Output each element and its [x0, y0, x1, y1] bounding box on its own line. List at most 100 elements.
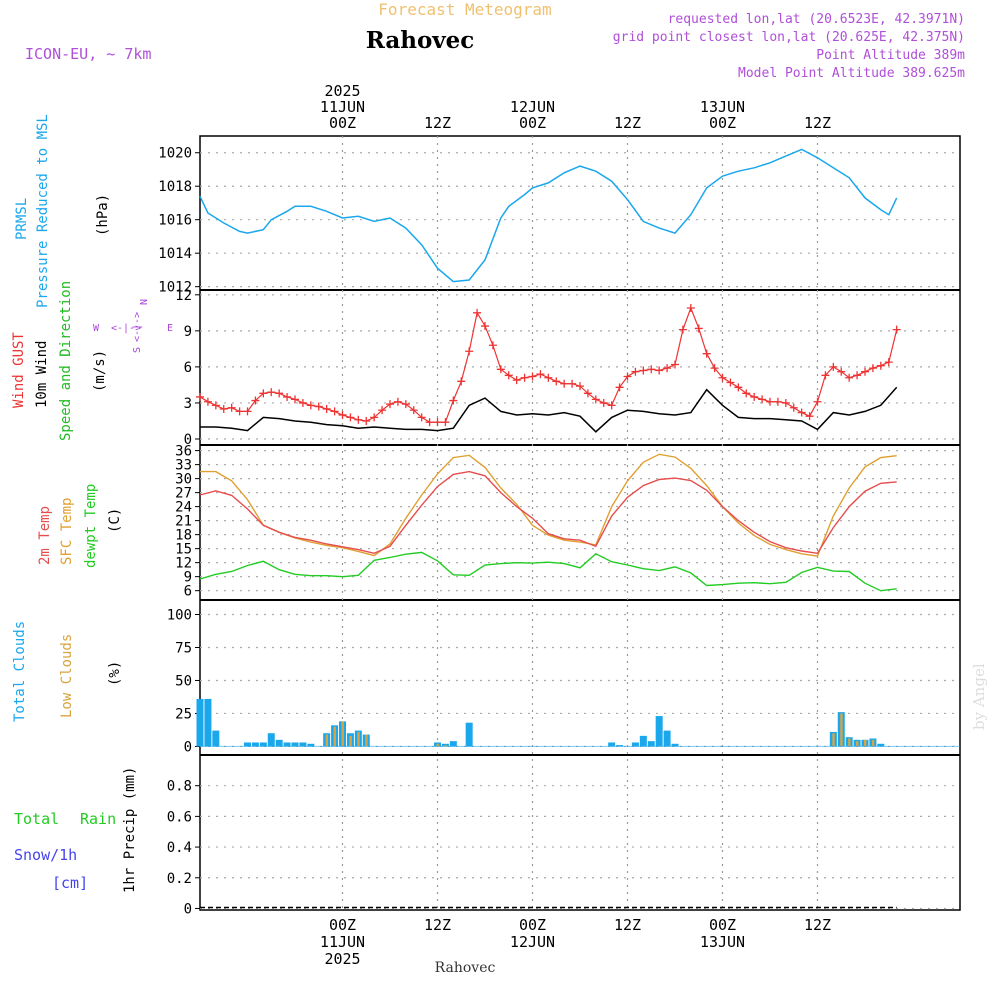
requested-lonlat: requested lon,lat (20.6523E, 42.3971N): [668, 12, 965, 27]
gust-point: [227, 403, 236, 412]
time-label-bottom: 00Z: [709, 916, 736, 934]
snow-legend: Snow/1h: [14, 846, 77, 864]
gust-point: [805, 412, 814, 421]
gust-point: [235, 407, 244, 416]
gust-point: [583, 389, 592, 398]
gust-point: [275, 389, 284, 398]
low-cloud-bar: [871, 739, 875, 747]
gust-point: [742, 389, 751, 398]
time-label-bottom: 12Z: [614, 916, 641, 934]
y-tick-label: 25: [175, 706, 192, 722]
total-cloud-bar: [259, 742, 267, 747]
y-tick-label: 0.6: [167, 809, 192, 825]
y-tick-labels: 1012101410161018102003691269121518212427…: [158, 146, 200, 917]
gust-point: [639, 366, 648, 375]
gust-point: [298, 398, 307, 407]
y-tick-label: 0.8: [167, 779, 192, 795]
gust-point: [409, 406, 418, 415]
y-tick-label: 30: [175, 472, 192, 488]
y-tick-label: 1014: [158, 246, 192, 262]
gust-point: [338, 410, 347, 419]
time-label-top: 12JUN: [510, 98, 555, 116]
low-cloud-bar: [856, 741, 859, 747]
temp-unit: (C): [107, 508, 123, 533]
gust-point: [314, 402, 323, 411]
low-cloud-bar: [357, 731, 360, 747]
wind-speed-line: [200, 386, 898, 433]
y-tick-label: 36: [175, 444, 192, 460]
gust-point: [291, 395, 299, 404]
footer-station: Rahovec: [435, 960, 496, 976]
gust-point: [623, 372, 632, 381]
total-cloud-bar: [647, 741, 655, 747]
y-tick-label: 12: [175, 288, 192, 304]
gust-point: [481, 322, 489, 331]
pressure-reduced-label: Pressure Reduced to MSL: [35, 114, 51, 308]
low-cloud-bar: [840, 713, 843, 747]
gust-point: [853, 371, 862, 380]
gust-point: [354, 415, 363, 424]
model-label: ICON-EU, ~ 7km: [25, 45, 151, 63]
gust-point: [378, 406, 387, 415]
y-tick-label: 1018: [158, 179, 192, 195]
gust-point: [283, 392, 292, 401]
gust-point: [663, 364, 672, 373]
chart-marks: [196, 148, 960, 909]
sfc-temp-line: [200, 453, 897, 557]
gust-point: [488, 341, 497, 350]
gust-point: [512, 376, 521, 385]
time-label-top: 12Z: [424, 114, 451, 132]
gust-point: [393, 397, 402, 406]
y-tick-label: 9: [184, 324, 192, 340]
gust-point: [267, 388, 276, 397]
gust-point: [631, 367, 640, 376]
y-tick-label: 1016: [158, 213, 192, 229]
gust-point: [789, 403, 798, 412]
gust-point: [647, 365, 656, 374]
gust-point: [203, 397, 212, 406]
gust-point: [251, 396, 260, 405]
total-cloud-bar: [449, 741, 457, 747]
total-legend: Total: [14, 810, 59, 828]
sfc-temp-label: SFC Temp: [59, 498, 75, 565]
time-label-top: 00Z: [709, 114, 736, 132]
gust-point: [892, 325, 901, 334]
gust-point: [196, 392, 204, 401]
low-cloud-bar: [365, 734, 368, 747]
gust-point: [734, 383, 743, 392]
total-cloud-bar: [616, 745, 624, 747]
y-tick-label: 1020: [158, 146, 192, 162]
y-tick-label: 6: [184, 360, 192, 376]
gust-point: [473, 308, 482, 317]
gust-point: [845, 373, 854, 382]
gust-point: [773, 397, 782, 406]
point-altitude: Point Altitude 389m: [816, 48, 965, 63]
time-label-top: 11JUN: [320, 98, 365, 116]
total-cloud-bar: [283, 742, 291, 747]
gust-point: [884, 358, 893, 367]
forecast-title: Forecast Meteogram: [378, 0, 551, 19]
gust-point: [552, 377, 561, 386]
gust-line: [199, 306, 898, 423]
cm-legend: [cm]: [52, 874, 88, 892]
rain-legend: Rain: [80, 810, 116, 828]
gust-point: [837, 367, 846, 376]
total-cloud-bar: [608, 742, 616, 747]
direction-label: Speed and Direction: [58, 281, 74, 441]
y-tick-label: 15: [175, 542, 192, 558]
wind-label: 10m Wind: [34, 341, 50, 408]
grid-point: grid point closest lon,lat (20.625E, 42.…: [613, 30, 965, 45]
gust-point: [243, 407, 252, 416]
time-label-top: 12Z: [614, 114, 641, 132]
credit: by Angel: [970, 663, 988, 730]
gust-point: [457, 377, 466, 386]
gust-point: [441, 418, 450, 427]
low-cloud-bar: [444, 745, 447, 747]
precip-unit: 1hr Precip (mm): [122, 767, 138, 893]
gust-point: [576, 382, 584, 391]
prmsl-line: [199, 148, 898, 283]
side-labels: PRMSL Pressure Reduced to MSL (hPa) Wind…: [11, 114, 173, 893]
clouds-unit: (%): [107, 661, 123, 686]
y-tick-label: 0: [184, 432, 192, 448]
gust-point: [536, 370, 545, 379]
